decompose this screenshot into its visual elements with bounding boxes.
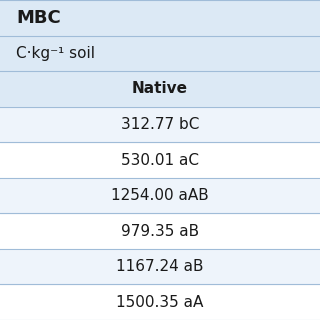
Text: C·kg⁻¹ soil: C·kg⁻¹ soil	[16, 46, 95, 61]
Text: 979.35 aB: 979.35 aB	[121, 224, 199, 239]
Text: 1254.00 aAB: 1254.00 aAB	[111, 188, 209, 203]
Bar	[0, 213, 320, 249]
Bar	[0, 36, 320, 71]
Bar	[0, 284, 320, 320]
Bar	[0, 0, 320, 36]
Bar	[0, 249, 320, 284]
Bar	[0, 178, 320, 213]
Text: 1500.35 aA: 1500.35 aA	[116, 295, 204, 310]
Bar	[0, 71, 320, 107]
Text: Native: Native	[132, 81, 188, 96]
Text: 312.77 bC: 312.77 bC	[121, 117, 199, 132]
Text: 530.01 aC: 530.01 aC	[121, 153, 199, 167]
Text: 1167.24 aB: 1167.24 aB	[116, 259, 204, 274]
Text: MBC: MBC	[16, 9, 61, 27]
Bar	[0, 107, 320, 142]
Bar	[0, 142, 320, 178]
